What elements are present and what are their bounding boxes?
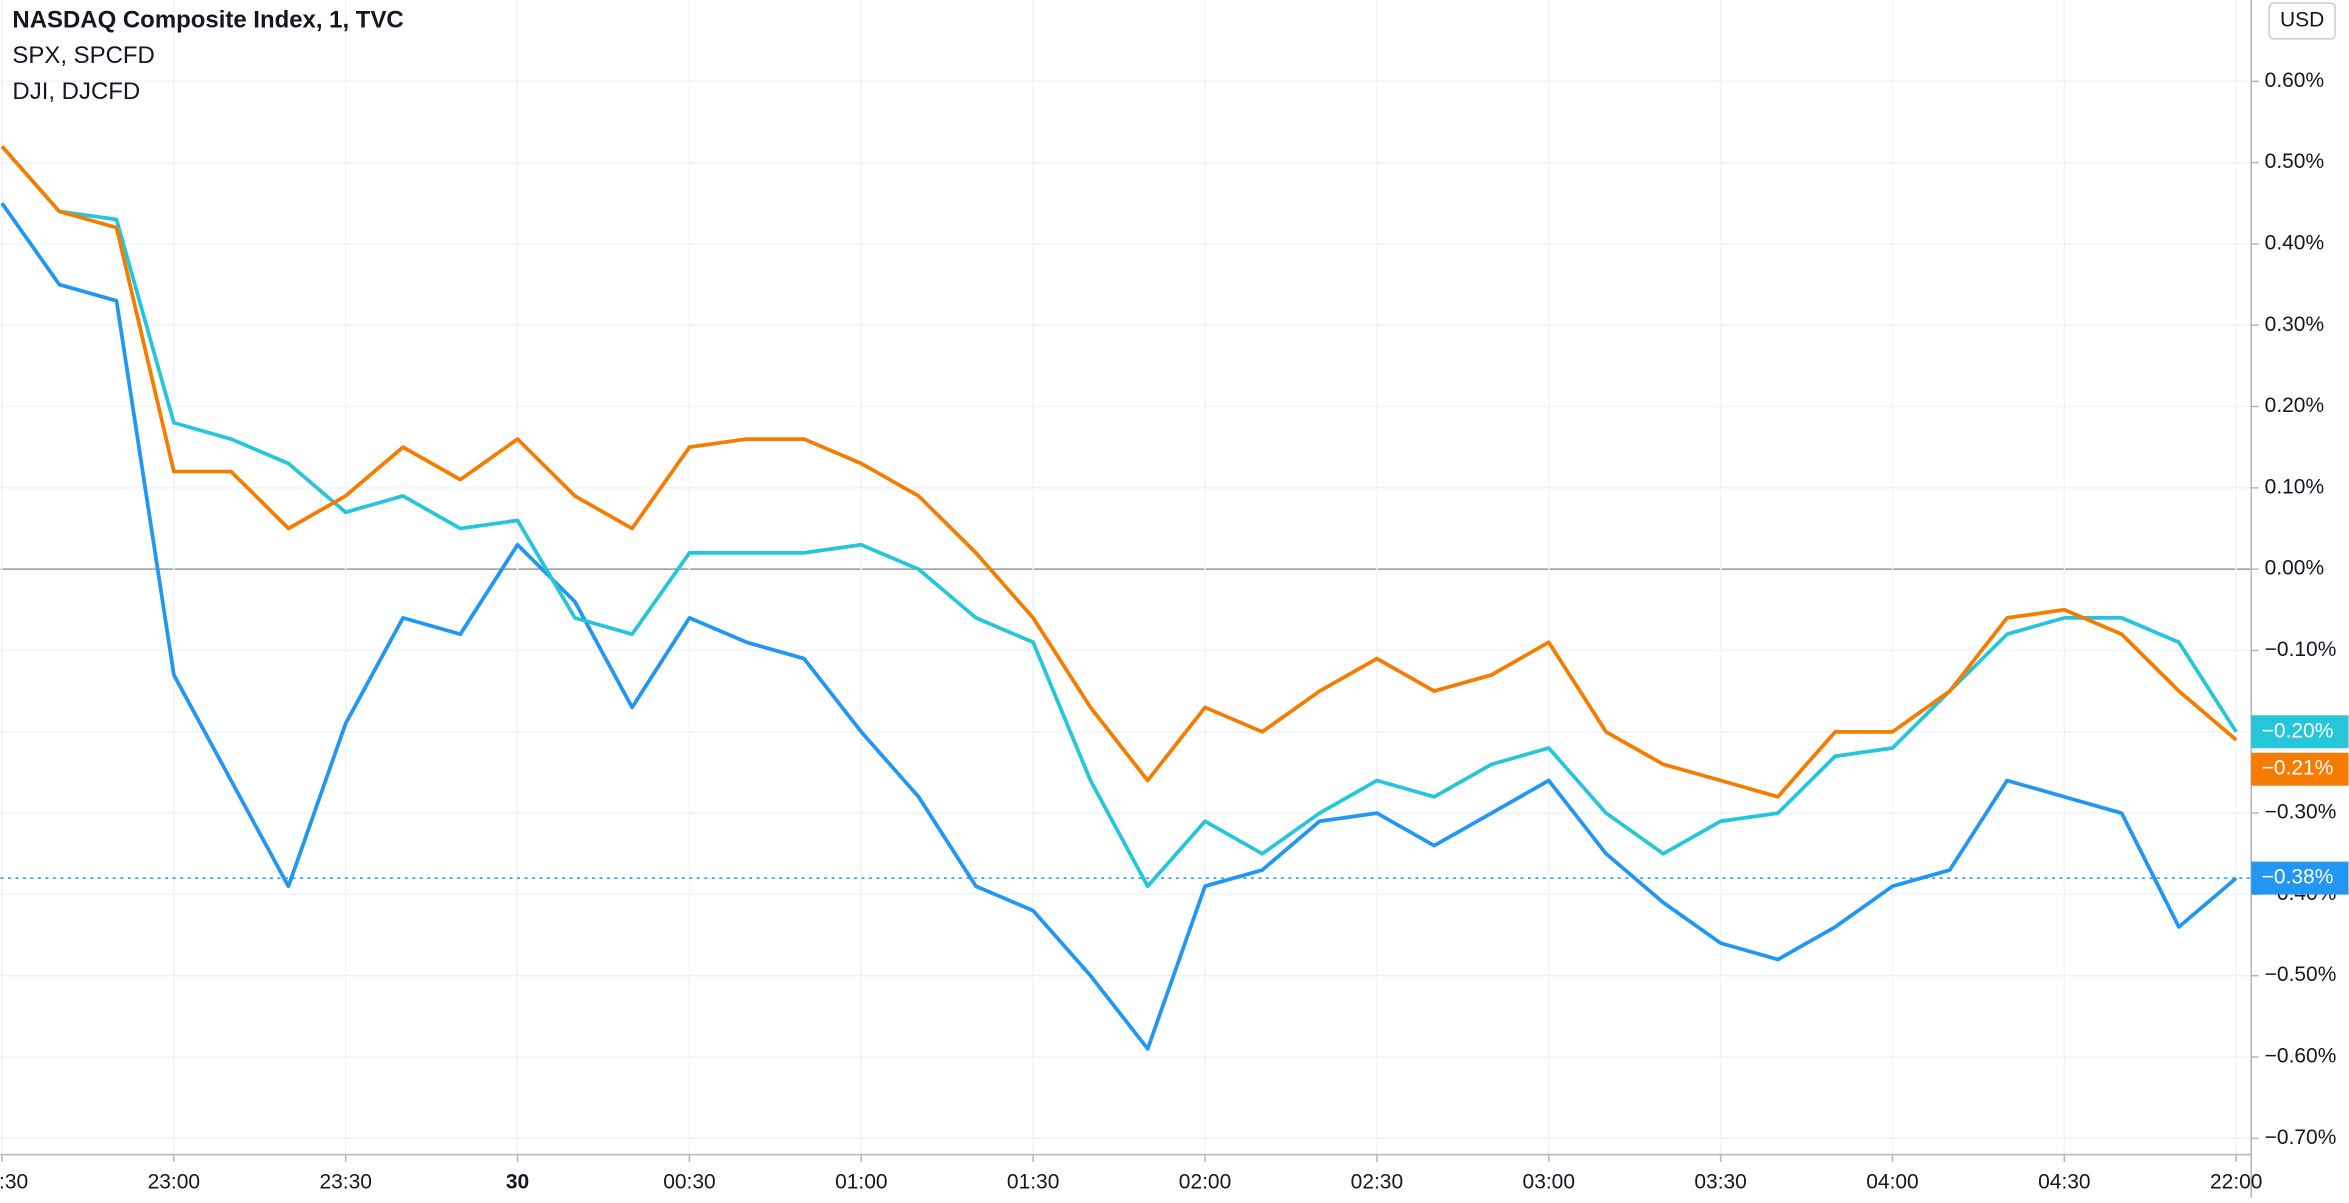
y-tick-label: −0.30% [2265,801,2337,824]
x-tick-label: 03:30 [1694,1171,1746,1194]
x-tick-label: 00:30 [663,1171,715,1194]
legend-entry: NASDAQ Composite Index, 1, TVC [12,6,403,33]
y-tick-label: −0.50% [2265,963,2337,986]
x-tick-label: 04:30 [2038,1171,2090,1194]
currency[interactable]: USD [2280,8,2324,31]
series-line [0,145,2238,889]
x-tick-label: 03:00 [1523,1171,1575,1194]
legend-entry: SPX, SPCFD [12,42,154,69]
series-line [0,202,2238,1051]
price-label: −0.20% [2262,719,2334,742]
legend-entry: DJI, DJCFD [12,78,140,105]
y-tick-label: 0.20% [2265,394,2324,417]
y-tick-label: −0.60% [2265,1045,2337,1068]
y-tick-label: 0.40% [2265,231,2324,254]
y-tick-label: 0.50% [2265,150,2324,173]
price-label-box [2251,861,2349,895]
y-tick-label: 0.60% [2265,69,2324,92]
x-tick-label: 02:00 [1179,1171,1231,1194]
x-tick-label: 23:30 [319,1171,371,1194]
currency-button[interactable] [2268,2,2336,40]
y-tick-label: 0.00% [2265,557,2324,580]
price-label: −0.21% [2262,757,2334,780]
y-tick-label: 0.30% [2265,313,2324,336]
axes: 0.60% 0.50% 0.40% 0.30% 0.20% 0.10% 0.00% −0.10… [0,69,2336,1194]
x-tick-label: 23:00 [148,1171,200,1194]
price-label-box [2251,715,2349,749]
x-tick-label: 30 [506,1171,529,1194]
y-tick-label: −0.70% [2265,1126,2337,1149]
plot [0,145,2238,1051]
x-tick-label: 01:30 [1007,1171,1059,1194]
x-tick-label: 22:30 [0,1171,28,1194]
x-tick-label: 02:30 [1351,1171,1403,1194]
price-label-box [2251,752,2349,786]
x-tick-label: 04:00 [1866,1171,1918,1194]
price-label: −0.38% [2262,866,2334,889]
legend: NASDAQ Composite Index, 1, TVC SPX, SPCFD… [12,6,403,105]
x-tick-label: 22:00 [2210,1171,2262,1194]
series-line [0,145,2238,799]
x-tick-label: 01:00 [835,1171,887,1194]
grid [0,0,2252,1155]
y-tick-label: 0.10% [2265,475,2324,498]
price-labels: −0.38% −0.20% −0.21% [2251,715,2349,895]
y-tick-label: −0.10% [2265,638,2337,661]
